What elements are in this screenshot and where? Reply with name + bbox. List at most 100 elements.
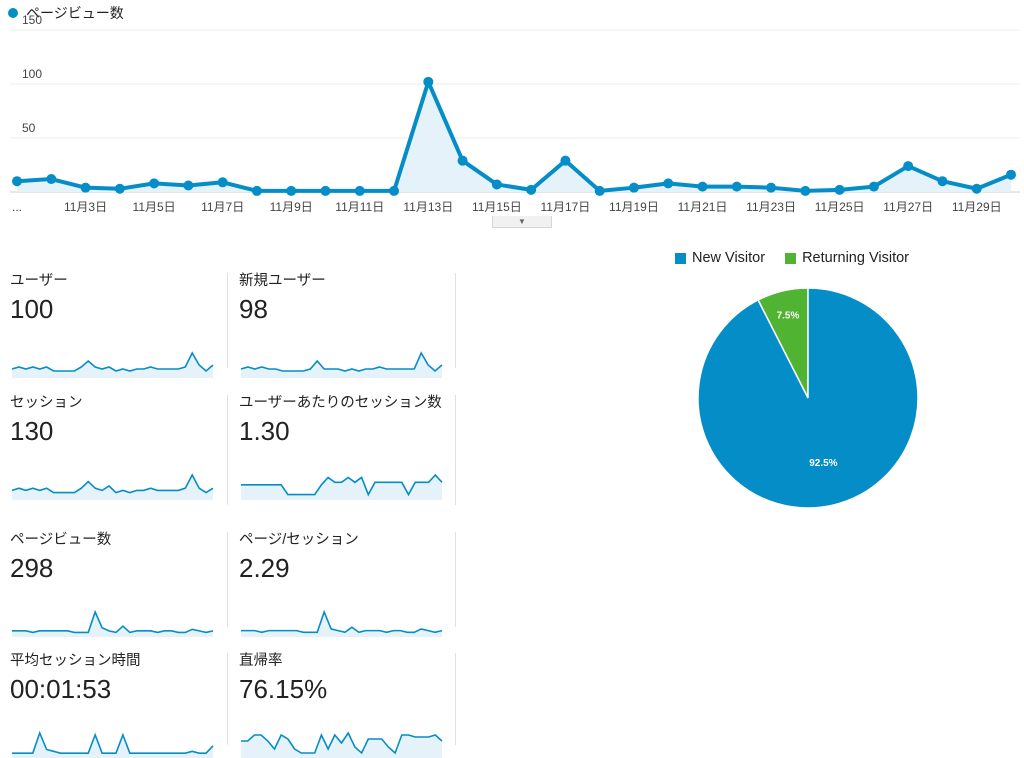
sparkline-line — [12, 609, 214, 634]
metric-name: ユーザーあたりのセッション数 — [239, 395, 442, 411]
pie-legend-returning-visitor[interactable]: Returning Visitor — [785, 250, 909, 266]
data-point[interactable] — [114, 183, 125, 194]
pie-legend-new-visitor[interactable]: New Visitor — [675, 250, 765, 266]
x-tick-label: 11月27日 — [883, 200, 933, 214]
metric-name: ページ/セッション — [239, 532, 359, 548]
sparkline — [12, 609, 214, 637]
visitor-type-pie-chart[interactable]: 7.5% 92.5% — [690, 280, 926, 516]
pageviews-area — [17, 81, 1011, 192]
series-dot-icon — [8, 8, 18, 18]
metric-divider — [227, 532, 228, 627]
metric-value: 298 — [10, 553, 54, 583]
metric-name: ページビュー数 — [10, 532, 112, 548]
data-point[interactable] — [1006, 169, 1016, 180]
metric-pageviews[interactable]: ページビュー数 298 — [10, 532, 225, 637]
data-point[interactable] — [457, 155, 468, 166]
metric-divider — [455, 653, 456, 745]
sparkline — [241, 473, 443, 500]
sparkline — [241, 731, 443, 758]
data-point[interactable] — [697, 181, 708, 192]
data-point[interactable] — [183, 180, 194, 191]
x-tick-label: 11月7日 — [201, 200, 244, 214]
metric-bounce-rate[interactable]: 直帰率 76.15% — [239, 653, 454, 758]
x-tick-label: ... — [12, 200, 22, 214]
x-tick-label: 11月3日 — [64, 200, 107, 214]
x-tick-label: 11月5日 — [133, 200, 176, 214]
metric-divider — [227, 653, 228, 745]
data-point[interactable] — [12, 176, 22, 187]
chart-collapse-toggle[interactable]: ▼ — [492, 216, 552, 228]
data-point[interactable] — [251, 185, 262, 196]
y-tick-label: 100 — [22, 67, 42, 81]
legend-pageviews: ページビュー数 — [8, 3, 124, 23]
metric-pages-per-session[interactable]: ページ/セッション 2.29 — [239, 532, 454, 637]
metric-value: 2.29 — [239, 553, 290, 583]
data-point[interactable] — [389, 185, 400, 196]
data-point[interactable] — [800, 185, 811, 196]
data-point[interactable] — [834, 184, 845, 195]
x-tick-label: 11月17日 — [541, 200, 591, 214]
data-point[interactable] — [731, 181, 742, 192]
pie-legend-new-visitor-label: New Visitor — [692, 250, 766, 266]
data-point[interactable] — [594, 185, 605, 196]
x-tick-label: 11月9日 — [270, 200, 313, 214]
sparkline — [11, 473, 214, 500]
metric-sessions-per-user[interactable]: ユーザーあたりのセッション数 1.30 — [239, 395, 454, 500]
data-point[interactable] — [423, 76, 434, 87]
x-tick-label: 11月11日 — [335, 200, 384, 214]
sparkline-area — [241, 353, 442, 378]
sparkline — [240, 351, 443, 378]
data-point[interactable] — [526, 184, 537, 195]
x-tick-label: 11月19日 — [609, 200, 659, 214]
metric-name: 直帰率 — [239, 653, 283, 669]
sparkline — [12, 730, 214, 758]
metric-divider — [455, 395, 456, 505]
x-tick-label: 11月29日 — [952, 200, 1002, 214]
data-point[interactable] — [80, 182, 91, 193]
sparkline — [11, 351, 214, 378]
data-point[interactable] — [766, 182, 777, 193]
data-point[interactable] — [560, 155, 571, 166]
metric-name: セッション — [10, 395, 83, 411]
pie-slice-new-visitor[interactable] — [697, 287, 919, 509]
y-tick-label: 150 — [22, 13, 42, 27]
x-tick-label: 11月13日 — [403, 200, 453, 214]
data-point[interactable] — [903, 161, 914, 172]
metric-name: 平均セッション時間 — [10, 653, 141, 669]
sparkline-line — [240, 351, 443, 373]
sparkline-area — [12, 612, 213, 637]
data-point[interactable] — [217, 177, 228, 188]
pageviews-overview-chart[interactable]: 50 100 150... 11月3日 11月5日 11月7日 11月9日 11月11日 11月… — [0, 0, 1024, 216]
data-point[interactable] — [149, 178, 160, 189]
metric-sessions[interactable]: セッション 130 — [10, 395, 225, 500]
data-point[interactable] — [46, 174, 57, 185]
metric-value: 100 — [10, 294, 54, 324]
x-tick-label: 11月21日 — [678, 200, 728, 214]
data-point[interactable] — [286, 185, 297, 196]
x-tick-label: 11月25日 — [815, 200, 865, 214]
data-point[interactable] — [628, 182, 639, 193]
data-point[interactable] — [868, 181, 879, 192]
x-tick-label: 11月23日 — [746, 200, 796, 214]
sparkline-line — [241, 473, 443, 497]
y-tick-label: 50 — [22, 121, 36, 135]
sparkline-line — [11, 473, 214, 494]
metric-name: ユーザー — [10, 273, 68, 289]
data-point[interactable] — [971, 183, 982, 194]
metric-value: 1.30 — [239, 416, 290, 446]
legend-pageviews-label: ページビュー数 — [26, 5, 124, 21]
sparkline-area — [241, 612, 442, 637]
data-point[interactable] — [320, 185, 331, 196]
metric-new-users[interactable]: 新規ユーザー 98 — [239, 273, 454, 378]
metric-divider — [455, 273, 456, 368]
triangle-down-icon: ▼ — [518, 217, 526, 226]
x-tick-label: 11月15日 — [472, 200, 522, 214]
data-point[interactable] — [354, 185, 365, 196]
metric-users[interactable]: ユーザー 100 — [10, 273, 225, 378]
data-point[interactable] — [937, 176, 948, 187]
pie-slice-label: 92.5% — [809, 458, 837, 469]
data-point[interactable] — [663, 178, 674, 189]
data-point[interactable] — [491, 179, 502, 190]
metric-avg-session-duration[interactable]: 平均セッション時間 00:01:53 — [10, 653, 225, 758]
metric-value: 76.15% — [239, 674, 328, 704]
